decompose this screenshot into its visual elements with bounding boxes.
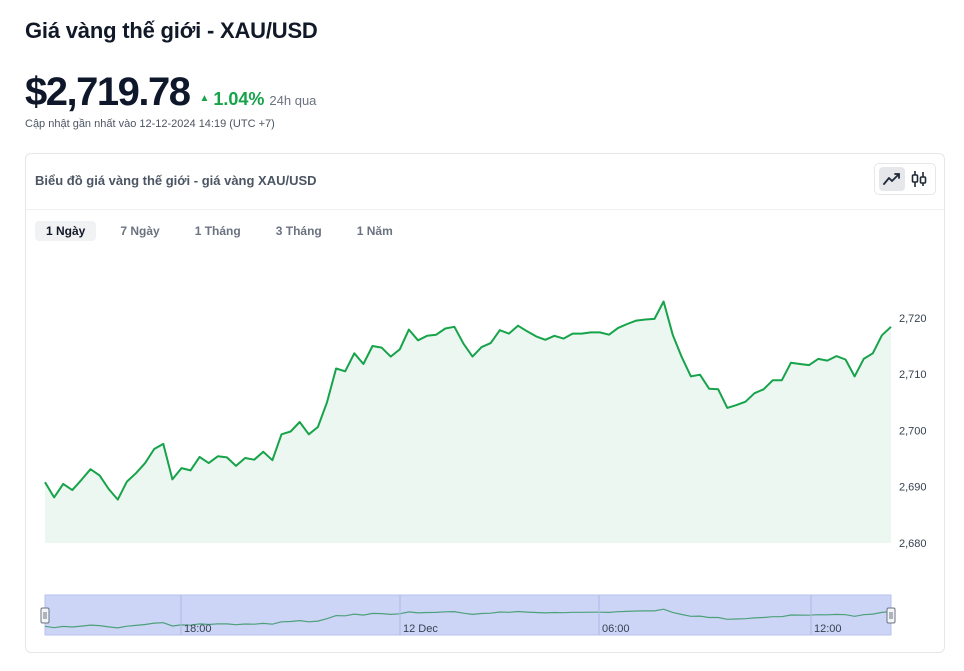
candlestick-icon — [911, 171, 926, 187]
price-change: ▲ 1.04% 24h qua — [199, 89, 316, 110]
tab-1-year[interactable]: 1 Năm — [356, 224, 393, 238]
candlestick-chart-button[interactable] — [906, 167, 932, 191]
card-header: Biểu đồ giá vàng thế giới - giá vàng XAU… — [26, 154, 944, 210]
navigator-tick-label: 12:00 — [814, 623, 842, 635]
line-chart-icon — [882, 173, 900, 185]
tab-1-day[interactable]: 1 Ngày — [35, 221, 97, 241]
page-title: Giá vàng thế giới - XAU/USD — [25, 18, 318, 43]
price-chart: 2,680 2,690 2,700 2,710 2,720 18:00 12 Dec 06:0… — [40, 300, 927, 636]
triangle-up-icon: ▲ — [199, 93, 210, 104]
range-tabs: 1 Ngày 7 Ngày 1 Tháng 3 Tháng 1 Năm — [35, 221, 417, 241]
tab-3-months[interactable]: 3 Tháng — [275, 224, 322, 238]
y-tick-label: 2,720 — [899, 313, 927, 325]
line-chart-button[interactable] — [878, 167, 905, 191]
price-area — [45, 301, 891, 543]
range-navigator[interactable]: 18:00 12 Dec 06:00 12:00 — [40, 594, 896, 636]
view-toggle — [874, 163, 936, 195]
navigator-right-handle[interactable] — [886, 607, 896, 624]
navigator-left-handle[interactable] — [40, 607, 50, 624]
navigator-tick-label: 18:00 — [184, 623, 212, 635]
tab-1-month[interactable]: 1 Tháng — [194, 224, 241, 238]
y-tick-label: 2,710 — [899, 369, 927, 381]
y-tick-label: 2,690 — [899, 482, 927, 494]
change-period: 24h qua — [269, 93, 317, 108]
navigator-tick-label: 06:00 — [602, 623, 630, 635]
current-price: $2,719.78 — [25, 70, 191, 114]
y-tick-label: 2,700 — [899, 425, 927, 437]
navigator-window[interactable] — [44, 594, 892, 636]
chart-card: Biểu đồ giá vàng thế giới - giá vàng XAU… — [25, 153, 945, 653]
chart-title: Biểu đồ giá vàng thế giới - giá vàng XAU… — [35, 173, 317, 188]
tab-7-days[interactable]: 7 Ngày — [120, 224, 160, 238]
navigator-line — [44, 608, 892, 629]
price-row: $2,719.78 ▲ 1.04% 24h qua — [25, 70, 316, 115]
change-percent: 1.04% — [213, 89, 265, 109]
last-updated: Cập nhật gần nhất vào 12-12-2024 14:19 (… — [25, 118, 275, 130]
navigator-tick-label: 12 Dec — [403, 623, 438, 635]
y-tick-label: 2,680 — [899, 538, 927, 550]
price-line — [44, 300, 892, 501]
